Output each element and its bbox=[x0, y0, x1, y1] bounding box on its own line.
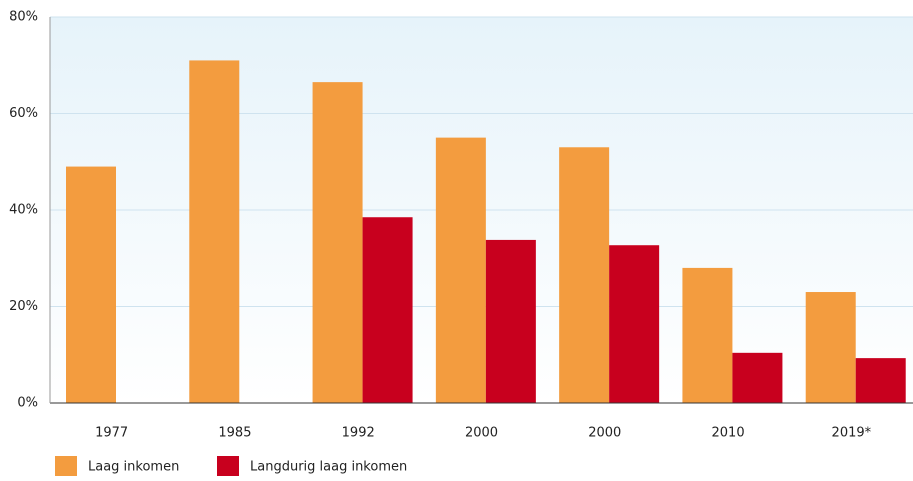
bar bbox=[609, 245, 660, 403]
y-tick-label: 40% bbox=[9, 203, 38, 218]
bar bbox=[312, 82, 363, 403]
y-tick-label: 60% bbox=[9, 106, 38, 121]
bar bbox=[189, 60, 240, 404]
bar bbox=[682, 267, 733, 403]
legend-label: Laag inkomen bbox=[88, 460, 179, 475]
x-tick-label: 2010 bbox=[712, 426, 745, 441]
x-tick-label: 2000 bbox=[465, 426, 498, 441]
x-tick-label: 2000 bbox=[588, 426, 621, 441]
y-tick-label: 80% bbox=[9, 10, 38, 25]
x-tick-label: 1977 bbox=[95, 426, 128, 441]
x-tick-label: 1992 bbox=[342, 426, 375, 441]
bar bbox=[485, 239, 536, 403]
x-tick-label: 2019* bbox=[832, 426, 872, 441]
legend-label: Langdurig laag inkomen bbox=[250, 460, 407, 475]
legend-swatch bbox=[55, 456, 77, 476]
bar bbox=[559, 147, 610, 403]
x-tick-label: 1985 bbox=[218, 426, 251, 441]
bar bbox=[435, 137, 486, 403]
y-tick-label: 20% bbox=[9, 299, 38, 314]
bar bbox=[732, 352, 783, 403]
legend-swatch bbox=[217, 456, 239, 476]
bar bbox=[805, 292, 856, 403]
bar bbox=[362, 217, 413, 403]
bar bbox=[855, 358, 906, 403]
y-tick-label: 0% bbox=[17, 396, 38, 411]
bar bbox=[66, 166, 116, 403]
